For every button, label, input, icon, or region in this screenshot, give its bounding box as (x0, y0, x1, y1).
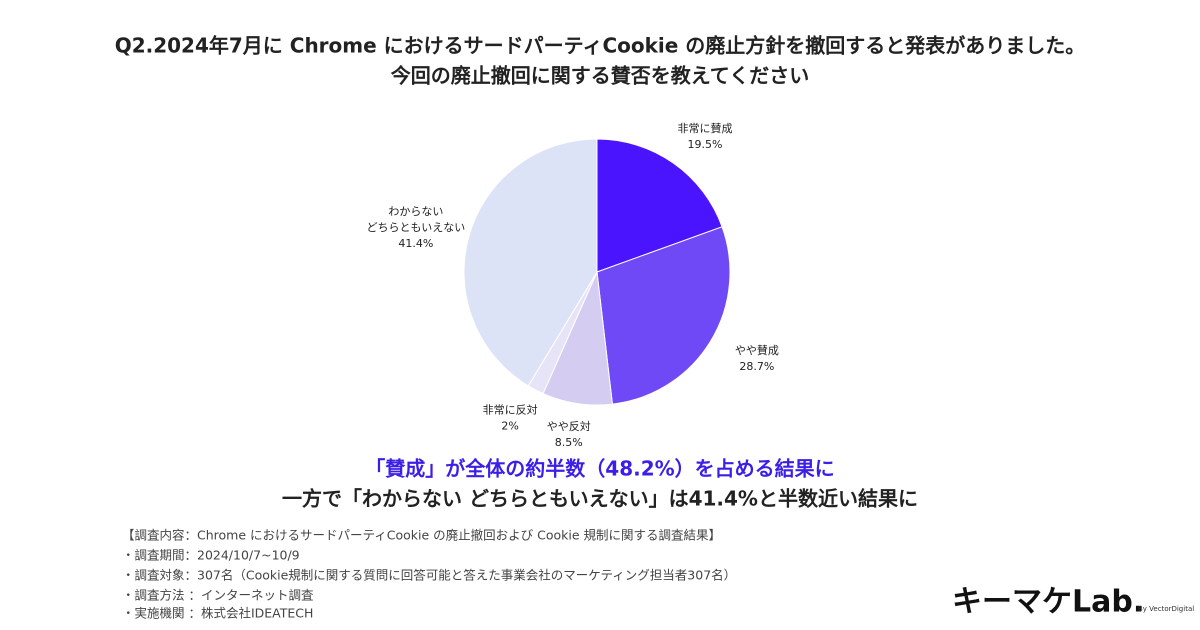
note: ・調査期間：2024/10/7~10/9 (122, 548, 300, 563)
note: ・実施機関 ：株式会社IDEATECH (122, 606, 313, 621)
value-label: 28.7% (739, 360, 774, 373)
slice-label: 非常に反対 (483, 402, 538, 416)
value-label: 8.5% (555, 436, 583, 449)
note: ・調査方法 ：インターネット調査 (122, 588, 314, 603)
note: 【調査内容：Chrome におけるサードパーティCookie の廃止撤回および … (122, 528, 721, 543)
pie-slice (596, 138, 723, 273)
slice-label: わからないどちらともいえない (366, 205, 465, 234)
logo: キーマケLab. (952, 585, 1144, 620)
chart-title: Q2.2024年7月に Chrome におけるサードパーティCookie の廃止… (115, 34, 1086, 58)
value-label: 19.5% (688, 138, 723, 151)
value-label: 41.4% (398, 237, 433, 250)
chart-title: 今回の廃止撤回に関する賛否を教えてください (391, 64, 809, 88)
slice-label: 非常に賛成 (678, 121, 733, 135)
slice-label: やや反対 (547, 419, 591, 433)
slice-label: やや賛成 (735, 343, 779, 357)
conclusion: 「賛成」が全体の約半数（48.2%）を占める結果に (365, 457, 834, 481)
pie-slice (463, 138, 598, 387)
pie-slice (596, 226, 731, 405)
note: ・調査対象：307名（Cookie規制に関する質問に回答可能と答えた事業会社のマ… (122, 568, 736, 583)
conclusion: 一方で「わからない どちらともいえない」は41.4%と半数近い結果に (282, 487, 918, 511)
value-label: 2% (501, 419, 518, 432)
logo-by: By VectorDigital (1138, 605, 1194, 613)
notes: 【調査内容：Chrome におけるサードパーティCookie の廃止撤回および … (122, 528, 736, 621)
